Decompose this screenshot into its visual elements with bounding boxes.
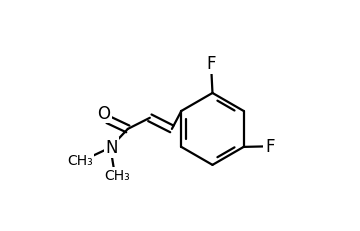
Text: CH₃: CH₃ [104,169,130,182]
Text: N: N [105,139,118,157]
Text: CH₃: CH₃ [67,153,93,167]
Text: O: O [98,104,111,122]
Text: F: F [207,55,216,73]
Text: F: F [265,137,275,155]
